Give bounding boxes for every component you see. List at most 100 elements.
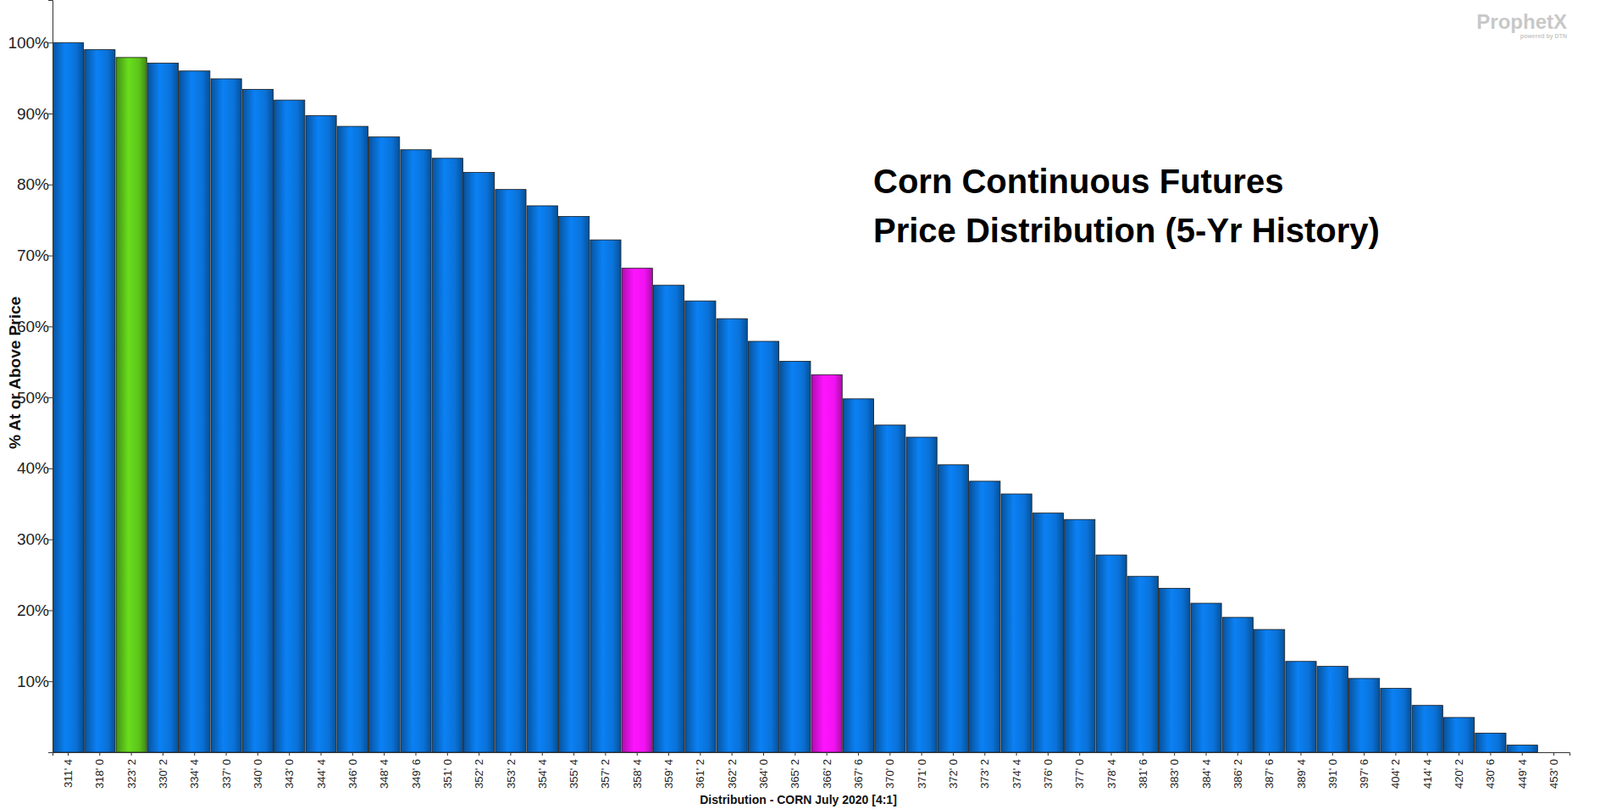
x-tick-label: 430' 6 (1483, 758, 1497, 789)
x-tick-label: 359' 4 (662, 758, 676, 789)
x-tick: 370' 0 (883, 752, 897, 789)
x-tick-mark (352, 752, 354, 756)
x-tick-label: 353' 2 (504, 758, 518, 789)
x-tick-mark (921, 752, 923, 756)
x-tick: 357' 2 (598, 752, 612, 789)
x-tick: 348' 4 (377, 752, 391, 789)
x-tick-mark (573, 752, 575, 756)
x-tick-label: 373' 2 (978, 758, 992, 789)
x-tick-mark (99, 752, 100, 756)
x-tick: 383' 0 (1168, 752, 1181, 789)
x-tick: 340' 0 (251, 752, 265, 789)
x-tick: 323' 2 (125, 752, 139, 789)
x-tick: 334' 4 (188, 752, 201, 789)
y-axis-title: % At or Above Price (5, 296, 24, 449)
bar (685, 300, 716, 753)
y-tick: 10% (16, 672, 53, 691)
y-tick-label: 100% (7, 33, 50, 52)
x-tick-label: 334' 4 (188, 758, 201, 789)
bar (116, 57, 147, 753)
x-tick-mark (1363, 752, 1365, 756)
x-tick: 364' 0 (757, 752, 770, 789)
x-tick: 381' 6 (1136, 752, 1150, 789)
x-tick: 359' 4 (662, 752, 676, 789)
x-tick: 337' 0 (220, 752, 233, 789)
x-tick-label: 311' 4 (61, 758, 75, 788)
x-tick-mark (1079, 752, 1080, 756)
x-tick-label: 355' 4 (567, 758, 581, 789)
x-tick-mark (794, 752, 796, 756)
x-tick: 365' 2 (788, 752, 802, 789)
bar (969, 481, 1001, 753)
y-tick: 100% (7, 33, 53, 52)
x-tick-label: 343' 0 (282, 758, 296, 789)
title: Corn Continuous Futures (873, 162, 1284, 200)
x-tick-mark (288, 752, 290, 756)
bar (1538, 752, 1569, 753)
bar (590, 239, 621, 753)
y-tick: 80% (16, 175, 53, 194)
x-tick-mark (1458, 752, 1460, 756)
bar (1349, 678, 1380, 753)
bar (1475, 732, 1506, 753)
bar (1096, 554, 1127, 753)
bar (400, 149, 432, 753)
x-tick-label: 371' 0 (915, 758, 929, 789)
y-tick-label: 40% (16, 459, 50, 477)
x-tick-mark (1016, 752, 1018, 756)
x-tick: 372' 0 (946, 752, 960, 789)
x-tick-label: 378' 4 (1105, 758, 1119, 789)
x-tick: 391' 0 (1326, 752, 1340, 789)
bar (1159, 587, 1191, 753)
x-tick-mark (699, 752, 701, 756)
x-tick: 378' 4 (1105, 752, 1119, 789)
x-tick: 352' 2 (472, 752, 486, 789)
bar (653, 285, 684, 753)
bar (1064, 519, 1096, 753)
bar (1001, 493, 1032, 753)
x-tick-mark (952, 752, 954, 756)
x-tick-label: 453' 0 (1547, 758, 1561, 789)
x-tick: 404' 2 (1389, 752, 1402, 789)
x-tick-label: 337' 0 (220, 758, 233, 789)
bar (210, 78, 242, 753)
x-tick-label: 367' 6 (852, 758, 865, 789)
bar (179, 71, 211, 753)
x-tick-label: 391' 0 (1326, 758, 1340, 789)
x-tick: 361' 2 (693, 752, 707, 789)
x-tick-mark (131, 752, 133, 756)
x-tick: 346' 0 (346, 752, 360, 789)
bar (874, 425, 906, 753)
chart: 10%20%30%40%50%60%70%80%90%100%311' 4318… (0, 0, 1600, 809)
x-tick-label: 374' 4 (1010, 758, 1024, 789)
y-tick: 40% (16, 459, 53, 477)
x-tick: 366' 2 (820, 752, 834, 789)
x-tick-label: 366' 2 (820, 758, 834, 789)
x-tick-mark (1332, 752, 1334, 756)
x-tick-mark (478, 752, 480, 756)
x-tick-mark (858, 752, 859, 756)
y-tick: 30% (16, 530, 53, 549)
x-tick: 344' 4 (315, 752, 328, 789)
x-tick-mark (226, 752, 227, 756)
x-tick-mark (1173, 752, 1175, 756)
bar (464, 172, 495, 753)
x-tick-mark (1427, 752, 1429, 756)
x-tick-mark (826, 752, 828, 756)
x-tick: 318' 0 (93, 752, 106, 789)
bar (84, 49, 116, 753)
x-tick-label: 386' 2 (1231, 758, 1245, 789)
x-tick-label: 349' 6 (409, 758, 423, 789)
x-tick: 420' 2 (1452, 752, 1466, 789)
x-tick: 386' 2 (1231, 752, 1245, 789)
x-tick: 351' 0 (441, 752, 454, 789)
x-tick-label: 340' 0 (251, 758, 265, 789)
x-tick-label: 361' 2 (693, 758, 707, 789)
x-tick: 371' 0 (915, 752, 929, 789)
y-tick-label: 70% (16, 246, 50, 265)
bar (1411, 705, 1443, 753)
bar (842, 398, 874, 753)
y-tick-label: 80% (16, 175, 50, 194)
x-tick-label: 352' 2 (472, 758, 486, 789)
bar (369, 137, 400, 753)
